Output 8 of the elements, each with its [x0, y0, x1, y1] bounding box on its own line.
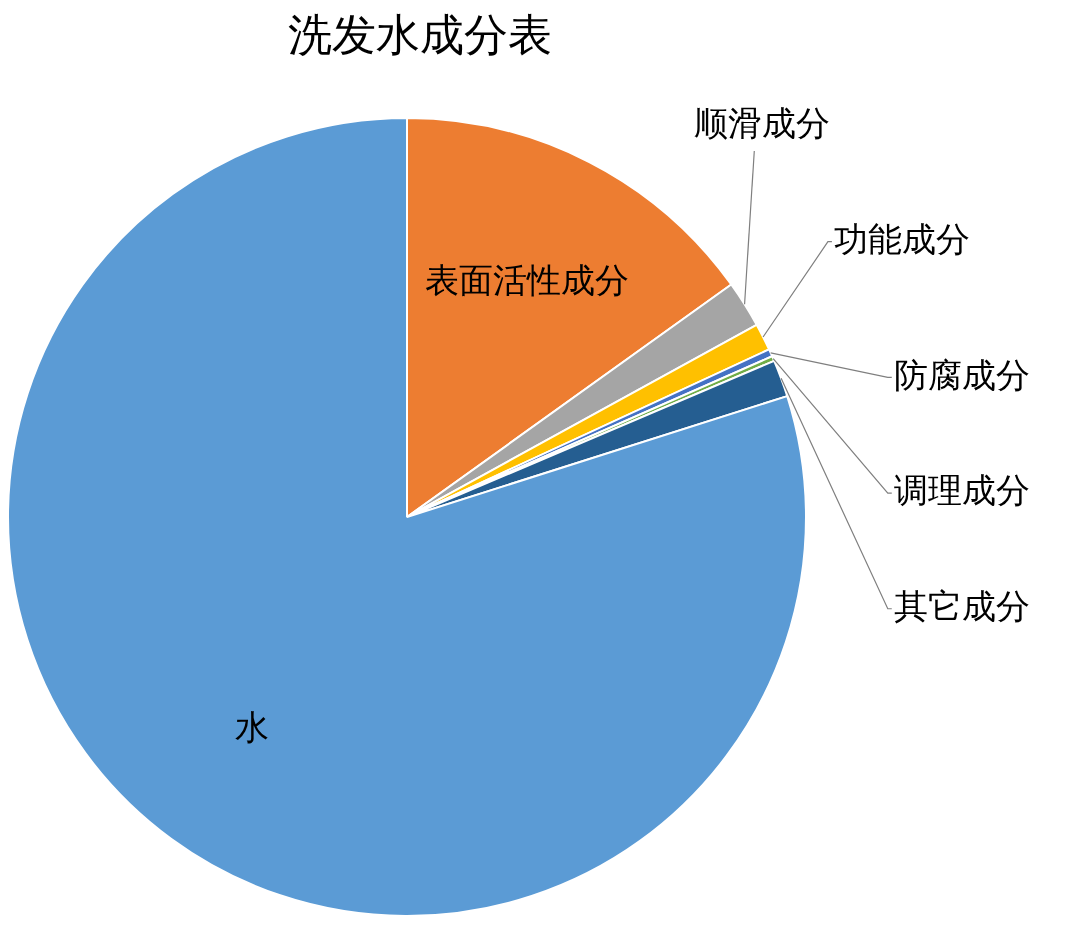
slice-label: 调理成分: [893, 471, 1030, 510]
slice-label: 功能成分: [833, 220, 970, 259]
slice-label: 表面活性成分: [425, 261, 630, 300]
slice-label: 防腐成分: [893, 355, 1030, 394]
slice-label: 水: [234, 707, 269, 746]
slice-label: 顺滑成分: [694, 104, 831, 143]
slice-label: 其它成分: [893, 587, 1030, 626]
chart-title: 洗发水成分表: [288, 10, 552, 60]
